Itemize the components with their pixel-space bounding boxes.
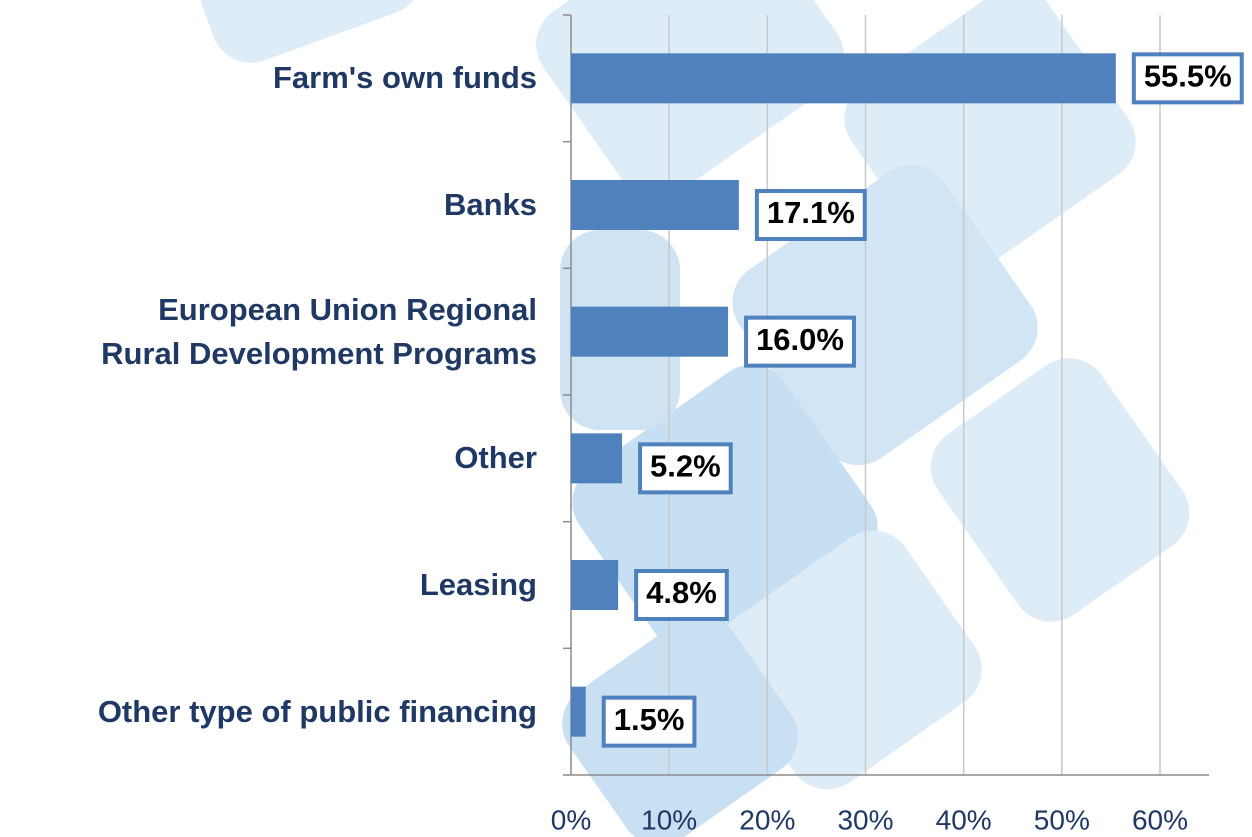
value-label: 4.8% xyxy=(634,569,729,621)
category-label: Leasing xyxy=(419,567,537,602)
value-label-box xyxy=(744,315,856,368)
value-label-box xyxy=(634,569,729,621)
value-label: 17.1% xyxy=(754,189,867,241)
value-label-box xyxy=(1131,52,1244,105)
x-tick-label: 10% xyxy=(641,804,697,835)
value-label: 1.5% xyxy=(601,695,697,748)
bar xyxy=(571,433,623,484)
x-tick-label: 30% xyxy=(837,804,893,835)
value-label: 16.0% xyxy=(744,315,856,368)
x-tick-label: 60% xyxy=(1132,804,1188,835)
value-label-text: 5.2% xyxy=(650,449,721,484)
x-tick-label: 40% xyxy=(936,804,992,835)
x-tick-label: 20% xyxy=(739,804,795,835)
x-tick-label: 50% xyxy=(1034,804,1090,835)
value-label-text: 55.5% xyxy=(1144,59,1232,94)
value-label: 5.2% xyxy=(638,442,733,495)
value-label-box xyxy=(638,442,733,495)
x-tick-label: 0% xyxy=(551,804,591,835)
bar xyxy=(571,180,739,230)
bar xyxy=(571,53,1116,104)
value-label-box xyxy=(754,189,867,241)
value-label-text: 1.5% xyxy=(614,702,685,737)
value-label-box xyxy=(601,695,697,748)
bar xyxy=(571,306,729,357)
background-decoration xyxy=(197,0,1190,837)
category-label: Other type of public financing xyxy=(97,693,537,729)
category-label: Other xyxy=(454,440,537,476)
value-label-text: 17.1% xyxy=(767,195,855,230)
category-label: Farm's own funds xyxy=(273,60,537,96)
category-label: Banks xyxy=(443,187,537,222)
bar xyxy=(571,560,619,610)
category-label: European Union Regional Rural Developmen… xyxy=(101,291,537,371)
bar xyxy=(571,686,586,737)
value-label: 55.5% xyxy=(1131,52,1244,105)
value-label-text: 16.0% xyxy=(756,322,844,357)
value-label-text: 4.8% xyxy=(646,575,717,610)
